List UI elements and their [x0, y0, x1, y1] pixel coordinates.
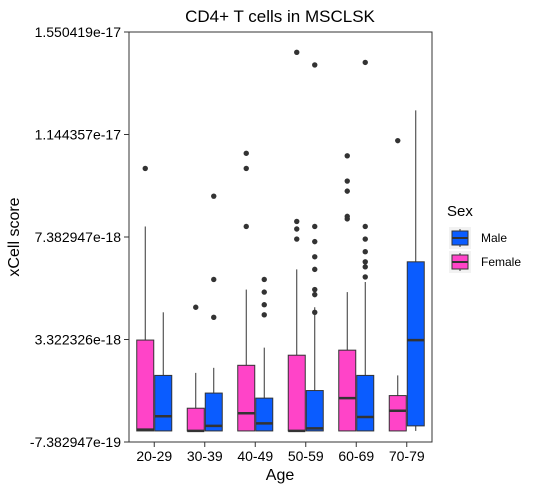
box-series-group [136, 49, 425, 433]
legend: Sex Male Female [447, 203, 521, 273]
y-tick-label: -7.382947e-19 [30, 434, 121, 450]
outlier-point [312, 223, 318, 230]
box-male-30-39 [204, 193, 223, 432]
outlier-point [261, 312, 267, 318]
box-male-70-79 [406, 110, 425, 431]
outlier-point [344, 178, 350, 184]
outlier-point [211, 314, 217, 321]
box-body [237, 364, 256, 432]
chart-title: CD4+ T cells in MSCLSK [185, 7, 375, 26]
y-axis-title: xCell score [6, 197, 23, 276]
outlier-point [294, 236, 300, 242]
box-male-40-49 [255, 276, 274, 432]
box-female-60-69 [338, 153, 357, 432]
legend-label-female: Female [481, 255, 521, 269]
y-tick-label: 7.382947e-18 [35, 229, 122, 245]
outlier-point [312, 238, 318, 245]
outlier-point [362, 249, 368, 255]
legend-title: Sex [447, 203, 473, 220]
box-body [406, 261, 425, 427]
outlier-point [362, 223, 368, 230]
outlier-point [344, 213, 350, 220]
outlier-point [312, 266, 318, 273]
box-female-50-59 [287, 49, 306, 433]
box-female-40-49 [237, 150, 256, 432]
outlier-point [243, 165, 249, 172]
box-body [305, 390, 324, 432]
outlier-point [362, 236, 368, 242]
box-body [338, 349, 357, 432]
x-tick-label: 60-69 [338, 448, 374, 464]
box-female-30-39 [186, 304, 205, 433]
box-female-20-29 [136, 165, 155, 432]
outlier-point [312, 309, 318, 315]
box-body [255, 397, 274, 432]
y-axis: -7.382947e-19 3.322326e-18 7.382947e-18 1.1… [30, 24, 129, 450]
outlier-point [312, 254, 318, 260]
y-tick-label: 3.322326e-18 [35, 332, 122, 348]
plot-panel-border [128, 31, 433, 443]
outlier-point [294, 49, 300, 55]
x-axis-title: Age [266, 467, 295, 484]
box-body [388, 395, 407, 432]
box-body [356, 374, 375, 432]
box-body [204, 392, 223, 432]
box-male-60-69 [356, 59, 375, 432]
outlier-point [344, 188, 350, 194]
outlier-point [312, 62, 318, 68]
outlier-point [395, 137, 401, 144]
outlier-point [362, 59, 368, 66]
outlier-point [261, 289, 267, 295]
outlier-point [142, 165, 148, 172]
box-female-70-79 [388, 137, 407, 432]
outlier-point [344, 153, 350, 159]
outlier-point [294, 226, 300, 232]
box-body [136, 339, 155, 432]
outlier-point [193, 304, 199, 310]
outlier-point [261, 302, 267, 308]
box-body [154, 374, 173, 432]
outlier-point [243, 150, 249, 156]
outlier-point [362, 274, 368, 280]
box-body [186, 407, 205, 432]
box-male-20-29 [154, 312, 173, 432]
outlier-point [243, 223, 249, 230]
outlier-point [211, 193, 217, 199]
outlier-point [312, 286, 318, 293]
outlier-point [312, 291, 318, 298]
y-tick-label: 1.144357e-17 [35, 126, 122, 142]
box-body [287, 354, 306, 432]
outlier-point [362, 259, 368, 265]
x-axis: 20-29 30-39 40-49 50-59 60-69 70-79 [136, 442, 425, 464]
outlier-point [294, 218, 300, 225]
x-tick-label: 20-29 [136, 448, 172, 464]
x-tick-label: 40-49 [237, 448, 273, 464]
x-tick-label: 50-59 [288, 448, 324, 464]
outlier-point [261, 276, 267, 283]
box-male-50-59 [305, 62, 324, 432]
x-tick-label: 70-79 [389, 448, 425, 464]
legend-label-male: Male [481, 231, 507, 245]
outlier-point [211, 276, 217, 283]
outlier-point [362, 264, 368, 270]
x-tick-label: 30-39 [187, 448, 223, 464]
y-tick-label: 1.550419e-17 [35, 24, 122, 40]
